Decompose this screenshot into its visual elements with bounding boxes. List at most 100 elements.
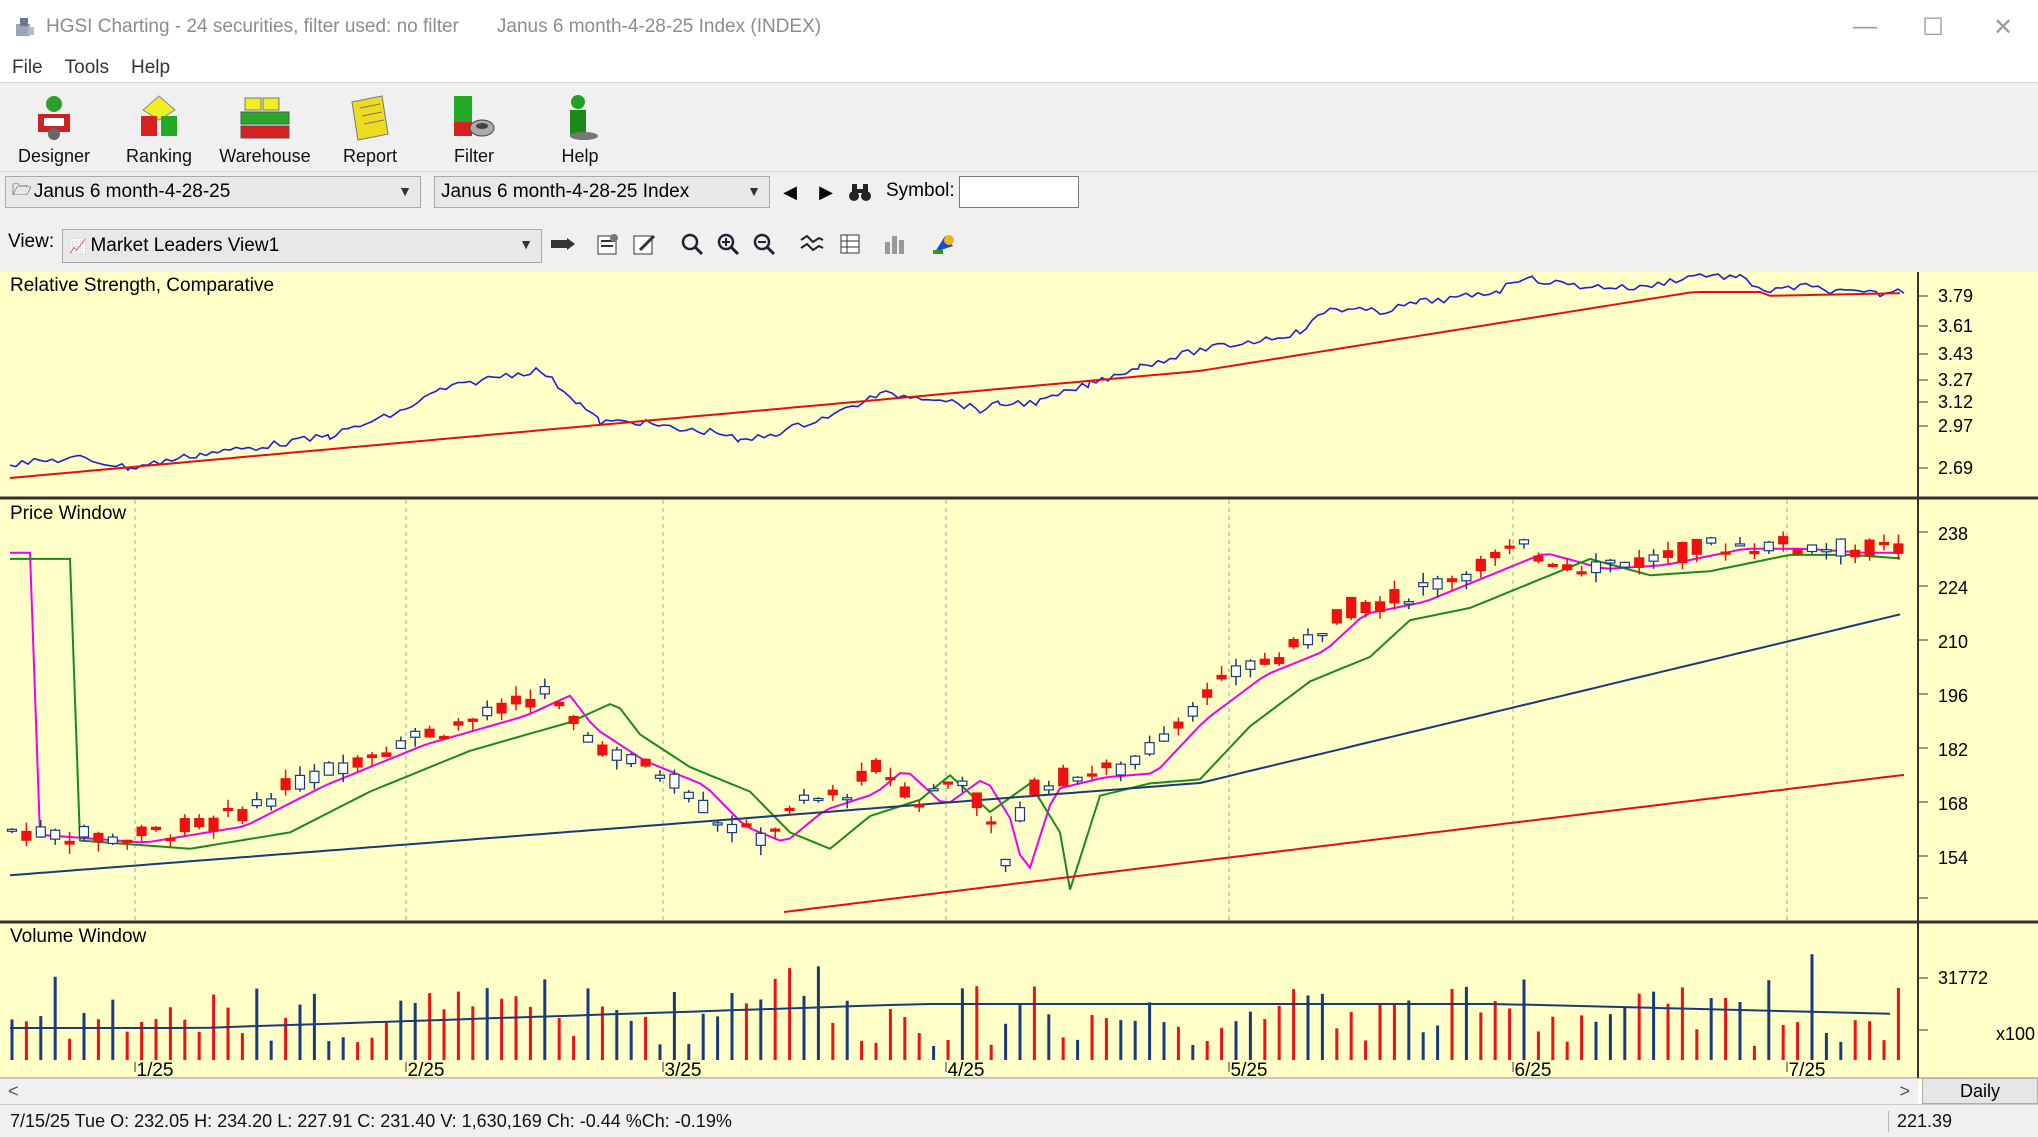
- price-axis-label: 154: [1938, 848, 1968, 868]
- candle-body: [381, 752, 392, 757]
- candle-body: [698, 799, 709, 814]
- candle-body: [1000, 858, 1011, 867]
- date-label: 7/25: [1789, 1060, 1826, 1081]
- relative-strength-average-line: [9, 291, 1901, 479]
- report-button[interactable]: Report: [332, 87, 408, 167]
- next-arrow-icon[interactable]: ▶: [819, 181, 833, 202]
- color-settings-icon[interactable]: [930, 230, 958, 258]
- price-axis-label: 224: [1938, 578, 1968, 598]
- price-axis-label: 182: [1938, 740, 1968, 760]
- data-table-icon[interactable]: [836, 230, 864, 258]
- candle-body: [712, 822, 723, 826]
- indicators-icon[interactable]: [798, 230, 826, 258]
- list-combo[interactable]: 🗁 Janus 6 month-4-28-25 ▼: [5, 176, 421, 208]
- candle-body: [1850, 549, 1861, 558]
- candle-body: [1144, 742, 1155, 755]
- candle-body: [1360, 601, 1371, 614]
- candle-body: [1158, 733, 1170, 742]
- candle-body: [1446, 578, 1458, 583]
- title-bar: HGSI Charting - 24 securities, filter us…: [0, 0, 2038, 54]
- horizontal-scrollbar[interactable]: < >: [0, 1078, 1918, 1104]
- candle-body: [251, 799, 262, 807]
- current-price: 221.39: [1888, 1111, 1952, 1132]
- candle-body: [165, 838, 176, 842]
- document-title: Janus 6 month-4-28-25 Index (INDEX): [496, 16, 822, 37]
- rs-axis-label: 3.27: [1938, 370, 1973, 390]
- menu-tools[interactable]: Tools: [64, 57, 109, 78]
- candle-body: [1893, 543, 1904, 554]
- candle-body: [1878, 541, 1890, 546]
- ranking-button[interactable]: Ranking: [118, 87, 200, 167]
- candle-body: [1043, 785, 1054, 791]
- candle-body: [1590, 561, 1602, 574]
- candle-body: [366, 754, 378, 759]
- candle-body: [957, 780, 968, 787]
- zoom-out-icon[interactable]: [750, 230, 778, 258]
- designer-icon: [38, 96, 70, 140]
- rs-axis-label: 3.61: [1938, 316, 1973, 336]
- candle-body: [1101, 762, 1112, 769]
- date-label: 2/25: [408, 1060, 445, 1081]
- candle-body: [179, 818, 190, 833]
- chart-canvas[interactable]: 1/25 2/25 3/25 4/25 5/25 6/25 7/25 3.79 3.61 3.43…: [0, 272, 2038, 1084]
- previous-arrow-icon[interactable]: ◀: [783, 181, 797, 202]
- minimize-button[interactable]: —: [1853, 13, 1877, 40]
- candle-body: [1014, 807, 1026, 822]
- price-axis-label: 210: [1938, 632, 1968, 652]
- candle-body: [928, 788, 939, 792]
- chevron-down-icon: ▼: [747, 183, 761, 199]
- date-label: 4/25: [948, 1060, 985, 1081]
- zoom-in-icon[interactable]: [714, 230, 742, 258]
- volume-unit-label: x100: [1996, 1024, 2035, 1044]
- maximize-button[interactable]: ☐: [1922, 13, 1944, 41]
- ranking-icon: [141, 95, 177, 136]
- candle-body: [1389, 589, 1400, 604]
- candle-body: [1259, 658, 1270, 665]
- symbol-input[interactable]: [959, 176, 1079, 208]
- chart-type-icon[interactable]: [882, 230, 910, 258]
- view-label: View:: [8, 231, 55, 252]
- designer-button[interactable]: Designer: [14, 87, 94, 167]
- price-axis-label: 238: [1938, 524, 1968, 544]
- ma-long-line: [9, 613, 1901, 877]
- candle-body: [1245, 660, 1256, 670]
- rs-axis-label: 3.79: [1938, 286, 1973, 306]
- period-button[interactable]: Daily: [1922, 1078, 2038, 1104]
- candle-body: [568, 715, 579, 724]
- candle-body: [1302, 634, 1314, 646]
- candle-body: [50, 829, 61, 840]
- scroll-left-arrow[interactable]: <: [8, 1081, 19, 1101]
- help-button[interactable]: Help: [542, 87, 618, 167]
- edit-icon[interactable]: [630, 230, 658, 258]
- candle-body: [1835, 538, 1846, 557]
- filter-button[interactable]: Filter: [436, 87, 512, 167]
- volume-axis-label: 31772: [1938, 968, 1988, 988]
- properties-icon[interactable]: [594, 230, 622, 258]
- candle-body: [899, 786, 910, 798]
- candle-body: [683, 791, 694, 800]
- chart-area[interactable]: 1/25 2/25 3/25 4/25 5/25 6/25 7/25 3.79 3.61 3.43…: [0, 272, 2038, 1084]
- candle-body: [1533, 555, 1544, 562]
- scroll-right-arrow[interactable]: >: [1899, 1081, 1910, 1101]
- close-button[interactable]: ✕: [1992, 13, 2014, 41]
- candle-body: [309, 770, 320, 784]
- report-icon: [351, 95, 389, 141]
- candle-body: [1562, 564, 1573, 571]
- menu-file[interactable]: File: [12, 57, 43, 78]
- candle-body: [136, 826, 147, 837]
- date-label: 3/25: [665, 1060, 702, 1081]
- menu-help[interactable]: Help: [130, 57, 171, 78]
- candle-body: [1374, 601, 1386, 613]
- binoculars-icon[interactable]: [846, 178, 874, 206]
- candle-body: [395, 740, 406, 749]
- price-panel-title: Price Window: [10, 503, 127, 524]
- candle-body: [1821, 549, 1832, 553]
- view-combo[interactable]: 📈 Market Leaders View1 ▼: [62, 229, 542, 263]
- candle-body: [1677, 541, 1688, 564]
- candle-body: [482, 706, 493, 717]
- index-combo[interactable]: Janus 6 month-4-28-25 Index ▼: [434, 176, 770, 208]
- pointer-hand-icon[interactable]: [548, 230, 576, 258]
- candle-body: [582, 734, 594, 743]
- warehouse-button[interactable]: Warehouse: [218, 87, 312, 167]
- zoom-icon[interactable]: [678, 230, 706, 258]
